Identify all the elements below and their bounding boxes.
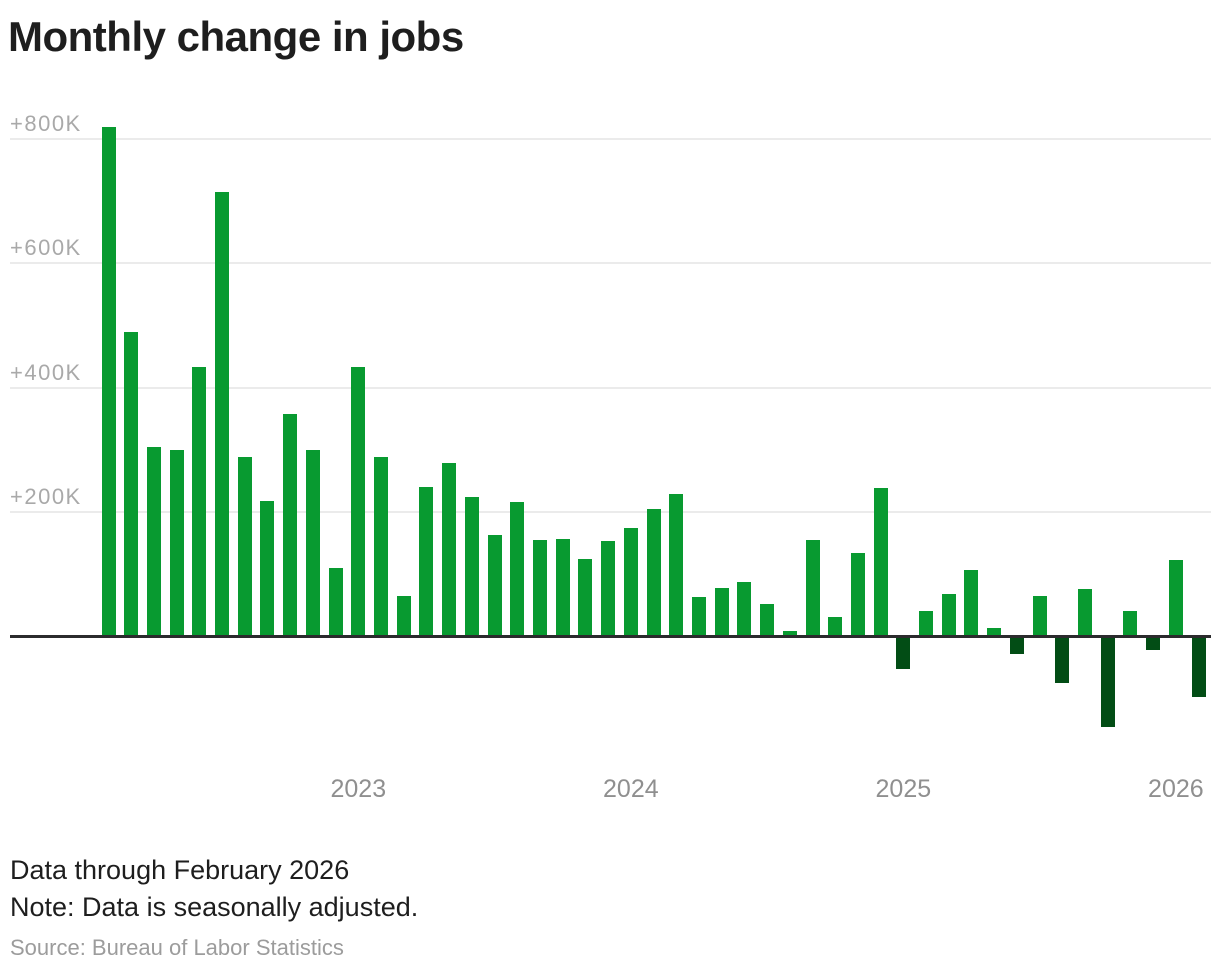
bar-jul-2022 [215, 192, 230, 636]
x-tick-label-2026: 2026 [1148, 775, 1204, 803]
bar-jun-2024 [737, 582, 752, 636]
bar-sep-2025 [1078, 589, 1093, 636]
gridline-+600K [10, 262, 1211, 265]
bar-mar-2025 [941, 594, 956, 636]
bar-jan-2026 [1168, 560, 1183, 636]
bar-apr-2025 [964, 570, 979, 636]
gridline-+400K [10, 386, 1211, 389]
bar-jul-2024 [760, 604, 775, 636]
y-tick-label-+800K: +800K [10, 111, 82, 136]
bar-apr-2024 [691, 597, 706, 636]
bar-sep-2024 [805, 540, 820, 636]
bar-nov-2023 [578, 559, 593, 636]
y-tick-label-+400K: +400K [10, 359, 82, 385]
chart-footer: Data through February 2026 Note: Data is… [10, 852, 418, 961]
bar-mar-2024 [669, 494, 684, 636]
gridline-+800K [10, 138, 1211, 140]
zero-axis-line [10, 634, 1211, 638]
bar-jun-2025 [1009, 637, 1024, 654]
bar-oct-2023 [555, 539, 570, 636]
bar-dec-2025 [1146, 637, 1161, 650]
bar-feb-2024 [646, 509, 661, 636]
bar-feb-2026 [1191, 637, 1206, 697]
bar-mar-2022 [124, 332, 139, 636]
footnote-seasonal-adjustment: Note: Data is seasonally adjusted. [10, 892, 419, 922]
bar-mar-2023 [396, 596, 411, 636]
bar-aug-2022 [237, 457, 252, 636]
bar-dec-2022 [328, 568, 343, 636]
bar-jul-2023 [487, 535, 502, 636]
bar-nov-2024 [850, 553, 865, 636]
bar-oct-2022 [283, 414, 298, 636]
bar-oct-2024 [828, 617, 843, 636]
bar-sep-2023 [532, 540, 547, 636]
bar-feb-2022 [101, 127, 116, 636]
bar-apr-2023 [419, 487, 434, 636]
bar-feb-2025 [919, 611, 934, 636]
y-tick-label-+200K: +200K [10, 483, 82, 509]
bar-jun-2022 [192, 367, 207, 636]
footnote-data-through: Data through February 2026 [10, 855, 350, 885]
bar-aug-2024 [782, 631, 797, 636]
x-tick-label-2023: 2023 [330, 775, 387, 803]
bar-oct-2025 [1100, 637, 1115, 727]
bar-nov-2025 [1123, 611, 1138, 636]
bar-may-2024 [714, 588, 729, 636]
bar-jan-2025 [896, 637, 911, 669]
bar-may-2025 [987, 628, 1002, 636]
bar-may-2022 [169, 450, 184, 636]
bar-feb-2023 [374, 457, 389, 636]
bar-dec-2023 [601, 541, 616, 636]
bar-jun-2023 [464, 497, 479, 636]
bar-nov-2022 [305, 450, 320, 636]
x-tick-label-2025: 2025 [875, 775, 932, 803]
bar-dec-2024 [873, 488, 888, 636]
gridline-+200K [10, 510, 1211, 513]
bar-sep-2022 [260, 501, 275, 636]
x-tick-label-2024: 2024 [603, 775, 659, 803]
bar-aug-2025 [1055, 637, 1070, 683]
bar-apr-2022 [146, 447, 161, 636]
source-attribution: Source: Bureau of Labor Statistics [10, 935, 344, 960]
bar-jul-2025 [1032, 596, 1047, 636]
bar-jan-2024 [623, 528, 638, 636]
y-tick-label-+600K: +600K [10, 235, 82, 261]
chart-title: Monthly change in jobs [8, 13, 464, 60]
bar-may-2023 [442, 463, 457, 636]
bar-jan-2023 [351, 367, 366, 636]
bar-aug-2023 [510, 502, 525, 636]
